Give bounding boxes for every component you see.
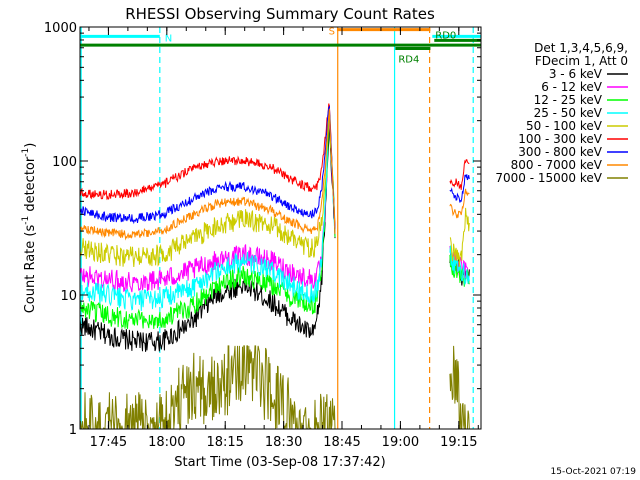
series-line-segment2 xyxy=(449,207,470,267)
y-axis-label-part2: detector xyxy=(23,156,38,216)
y-axis-label-sup1: -1 xyxy=(21,216,31,225)
legend-header-line: FDecim 1, Att 0 xyxy=(535,54,628,68)
generation-timestamp: 15-Oct-2021 07:19 xyxy=(551,467,637,477)
series-line-segment2 xyxy=(449,345,470,430)
x-tick-label: 19:15 xyxy=(440,435,477,450)
x-tick-label: 18:30 xyxy=(265,435,302,450)
legend-entry-label: 300 - 800 keV xyxy=(518,145,602,159)
series-line xyxy=(79,114,336,352)
x-tick-label: 18:45 xyxy=(323,435,360,450)
series-line-segment2 xyxy=(449,174,470,203)
y-axis-label-part3: ) xyxy=(23,143,38,148)
legend-entry-label: 100 - 300 keV xyxy=(518,132,602,146)
y-tick-label: 1000 xyxy=(44,21,77,36)
y-tick-label: 1 xyxy=(69,423,77,438)
flag-lines: N S RD0 RD4 xyxy=(80,27,481,65)
series-line xyxy=(79,115,336,330)
y-axis-label-part1: Count Rate (s xyxy=(23,225,38,314)
axes-layer: 1 10 100 1000 17:45 18:00 18:15 18:30 18:45 19:00… xyxy=(44,21,481,450)
flag-label: RD0 xyxy=(435,30,456,41)
series-line xyxy=(79,108,336,241)
x-tick-label: 18:15 xyxy=(206,435,243,450)
y-axis-label-sup2: -1 xyxy=(21,148,31,157)
y-tick-label: 100 xyxy=(52,155,77,170)
legend-entry-label: 25 - 50 keV xyxy=(534,106,603,120)
legend-entry-label: 800 - 7000 keV xyxy=(511,158,603,172)
legend: Det 1,3,4,5,6,9,FDecim 1, Att 03 - 6 keV… xyxy=(495,41,628,185)
legend-entry-label: 50 - 100 keV xyxy=(526,119,603,133)
series-line xyxy=(79,118,336,293)
y-axis-label: Count Rate (s-1 detector-1) xyxy=(21,143,38,314)
series-line-segment2 xyxy=(449,159,470,190)
series-line xyxy=(79,111,336,312)
x-tick-label: 19:00 xyxy=(382,435,419,450)
legend-entry-label: 6 - 12 keV xyxy=(541,80,603,94)
chart-title: RHESSI Observing Summary Count Rates xyxy=(125,5,435,23)
plot-frame xyxy=(79,26,482,430)
y-tick-label: 10 xyxy=(60,289,77,304)
legend-entry-label: 3 - 6 keV xyxy=(549,67,603,81)
legend-entry-label: 12 - 25 keV xyxy=(534,93,603,107)
x-axis-label: Start Time (03-Sep-08 17:37:42) xyxy=(174,455,385,470)
series-layer xyxy=(79,103,470,431)
x-tick-label: 17:45 xyxy=(90,435,127,450)
series-line xyxy=(79,104,336,268)
series-line xyxy=(79,105,336,230)
flag-label: N xyxy=(165,33,172,44)
x-tick-label: 18:00 xyxy=(148,435,185,450)
legend-entry-label: 7000 - 15000 keV xyxy=(495,171,602,185)
series-line xyxy=(79,103,336,229)
legend-header-line: Det 1,3,4,5,6,9, xyxy=(534,41,628,55)
series-line-segment2 xyxy=(449,188,470,219)
flag-label: S xyxy=(329,27,335,38)
series-line xyxy=(79,345,336,431)
flag-label: RD4 xyxy=(398,54,419,65)
vertical-markers xyxy=(80,27,474,429)
